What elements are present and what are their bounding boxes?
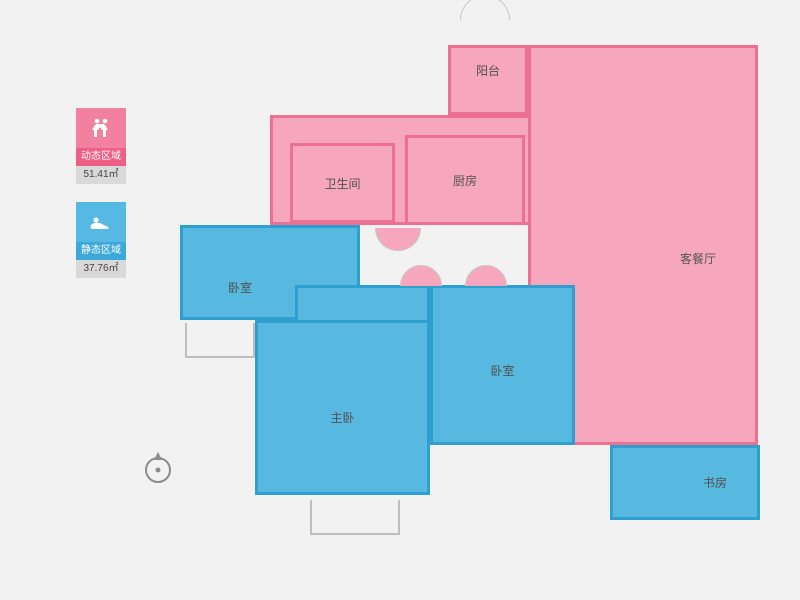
- label-study: 书房: [703, 474, 727, 491]
- label-kitchen: 厨房: [453, 172, 477, 189]
- label-living: 客餐厅: [680, 250, 716, 267]
- room-bedroom-center: 卧室: [430, 285, 575, 445]
- balcony-edge: [185, 323, 255, 358]
- label-master: 主卧: [330, 409, 354, 426]
- label-bedroom-center: 卧室: [490, 362, 514, 379]
- label-bathroom: 卫生间: [324, 175, 360, 192]
- legend-static: 静态区域 37.76㎡: [76, 202, 126, 278]
- floor-plan: 客餐厅 阳台 卫生间 厨房 卧室 主卧 卧室 书房: [180, 5, 780, 585]
- balcony-edge: [310, 500, 400, 535]
- label-bedroom-left: 卧室: [228, 279, 252, 296]
- door-arc: [460, 0, 510, 45]
- legend-static-value: 37.76㎡: [76, 260, 126, 278]
- room-balcony: 阳台: [448, 45, 528, 115]
- legend-panel: 动态区域 51.41㎡ 静态区域 37.76㎡: [76, 108, 126, 296]
- compass-icon: [140, 450, 176, 486]
- room-study: 书房: [610, 445, 760, 520]
- room-master-ext: [295, 285, 430, 325]
- legend-dynamic-label: 动态区域: [76, 148, 126, 166]
- room-bathroom: 卫生间: [290, 143, 395, 223]
- legend-static-label: 静态区域: [76, 242, 126, 260]
- room-master: 主卧: [255, 320, 430, 495]
- room-kitchen: 厨房: [405, 135, 525, 225]
- people-icon: [76, 108, 126, 148]
- legend-dynamic-value: 51.41㎡: [76, 166, 126, 184]
- label-balcony: 阳台: [476, 62, 500, 79]
- sleeping-icon: [76, 202, 126, 242]
- legend-dynamic: 动态区域 51.41㎡: [76, 108, 126, 184]
